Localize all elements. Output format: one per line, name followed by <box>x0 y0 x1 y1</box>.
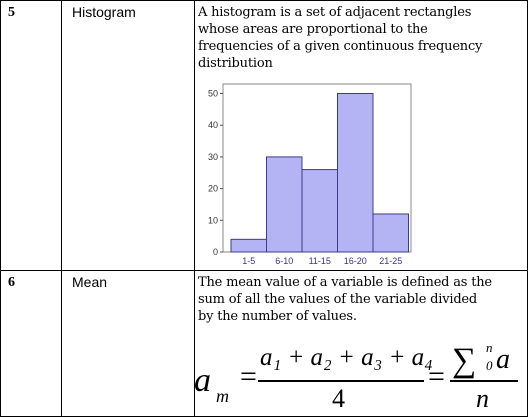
y-tick-label: 40 <box>208 120 218 130</box>
formula-denominator: 4 <box>332 384 345 414</box>
table-col-divider-1 <box>61 0 62 417</box>
x-tick-label: 21-25 <box>379 256 402 266</box>
row-description-line: by the number of values. <box>198 308 357 325</box>
formula-fraction-bar <box>258 380 424 382</box>
x-tick-label: 6-10 <box>275 256 293 266</box>
formula-numerator: a₁ + a₂ + a₃ + a₄ <box>260 344 433 372</box>
row-term: Histogram <box>72 4 136 21</box>
row-description-line: distribution <box>198 55 273 72</box>
x-tick-label: 11-15 <box>309 256 331 266</box>
histogram-bar <box>338 94 374 252</box>
table-border-left <box>0 0 1 417</box>
formula-sum-var: a <box>496 344 510 376</box>
histogram-bar <box>373 214 409 252</box>
row-number: 6 <box>8 274 15 291</box>
formula-lhs: a <box>194 362 211 400</box>
row-description-line: The mean value of a variable is defined … <box>198 274 492 291</box>
formula-equals-2: = <box>428 360 445 394</box>
table-row-divider <box>0 270 528 271</box>
row-description-line: whose areas are proportional to the <box>198 21 428 38</box>
histogram-chart: 0 10 20 30 40 50 1-5 6-10 11-15 16-20 21-25 <box>197 78 417 268</box>
histogram-bar <box>231 239 267 252</box>
formula-sum-lower: 0 <box>486 358 493 374</box>
mean-formula: a m = a₁ + a₂ + a₃ + a₄ 4 = ∑ n 0 a n <box>190 340 525 417</box>
histogram-svg: 0 10 20 30 40 50 1-5 6-10 11-15 16-20 21-25 <box>197 78 417 268</box>
y-tick-label: 50 <box>208 89 218 99</box>
x-tick-label: 16-20 <box>344 256 367 266</box>
x-tick-label: 1-5 <box>242 256 255 266</box>
row-number: 5 <box>8 4 15 21</box>
y-tick-label: 20 <box>208 184 218 194</box>
table-border-top <box>0 0 528 1</box>
histogram-bar <box>267 157 303 252</box>
row-term: Mean <box>72 274 107 291</box>
histogram-bar <box>302 170 338 252</box>
formula-lhs-subscript: m <box>216 386 229 407</box>
formula-equals: = <box>240 360 257 394</box>
y-tick-label: 0 <box>213 247 218 257</box>
formula-fraction-bar-2 <box>450 380 518 382</box>
y-tick-label: 10 <box>208 215 218 225</box>
y-tick-label: 30 <box>208 152 218 162</box>
row-description-line: A histogram is a set of adjacent rectang… <box>198 4 471 21</box>
row-description-line: sum of all the values of the variable di… <box>198 291 477 308</box>
formula-sum-symbol: ∑ <box>452 342 476 380</box>
formula-sum-upper: n <box>486 340 493 356</box>
row-description-line: frequencies of a given continuous freque… <box>198 38 482 55</box>
formula-denominator-2: n <box>476 384 489 414</box>
